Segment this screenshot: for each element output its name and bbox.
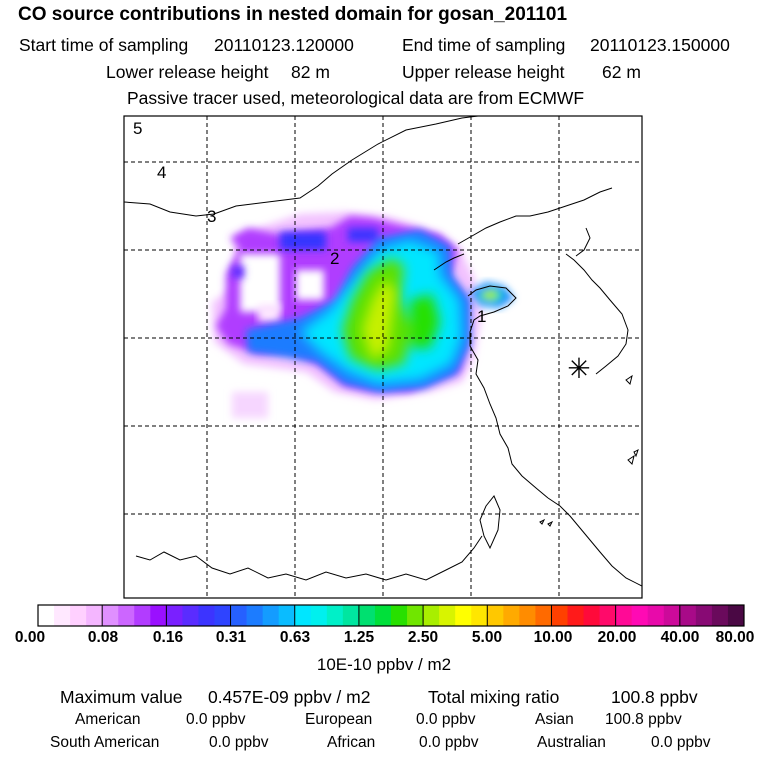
colorbar-swatch — [567, 605, 585, 626]
colorbar-swatch — [487, 605, 504, 626]
colorbar-swatch — [278, 605, 296, 626]
total-mixing-value: 100.8 ppbv — [611, 687, 698, 707]
region-value: 0.0 ppbv — [186, 711, 246, 728]
colorbar-swatch — [599, 605, 617, 626]
upper-release-value: 62 m — [602, 62, 641, 82]
colorbar-swatch — [102, 605, 119, 626]
region-name: American — [75, 711, 141, 728]
tracer-note: Passive tracer used, meteorological data… — [127, 88, 585, 108]
region-value: 100.8 ppbv — [605, 711, 682, 728]
colorbar-swatch — [407, 605, 424, 626]
colorbar-swatch — [711, 605, 729, 626]
colorbar-tick-label: 80.00 — [715, 629, 755, 646]
colorbar-swatch — [679, 605, 697, 626]
colorbar-swatch — [583, 605, 601, 626]
colorbar-swatch — [150, 605, 167, 626]
region-name: African — [327, 734, 376, 751]
colorbar-swatch — [631, 605, 649, 626]
colorbar-swatch — [326, 605, 344, 626]
colorbar-swatch — [647, 605, 665, 626]
colorbar-swatch — [615, 605, 633, 626]
colorbar-tick-label: 40.00 — [660, 629, 700, 646]
colorbar-border — [37, 604, 745, 627]
receptor-marker-icon: ✳ — [567, 352, 590, 385]
colorbar-swatch — [262, 605, 280, 626]
colorbar-swatch — [374, 605, 392, 626]
colorbar-tick-label: 0.00 — [14, 629, 46, 646]
contour-label-4: 4 — [157, 163, 166, 182]
contour-label-5: 5 — [133, 119, 142, 138]
colorbar-swatch — [455, 605, 472, 626]
upper-release-label: Upper release height — [402, 62, 565, 82]
contour-label-3: 3 — [207, 207, 216, 226]
region-value: 0.0 ppbv — [416, 711, 476, 728]
region-name: Australian — [537, 734, 606, 751]
colorbar-swatch — [134, 605, 151, 626]
region-name: Asian — [535, 711, 574, 728]
end-time-value: 20110123.150000 — [590, 35, 730, 55]
colorbar-swatch — [294, 605, 312, 626]
colorbar-tick-label: 5.00 — [471, 629, 503, 646]
max-value: 0.457E-09 ppbv / m2 — [208, 687, 371, 707]
contour-label-2: 2 — [330, 249, 339, 268]
end-time-label: End time of sampling — [402, 35, 566, 55]
plot-title: CO source contributions in nested domain… — [18, 4, 568, 25]
colorbar-swatch — [519, 605, 536, 626]
colorbar-swatch — [727, 605, 745, 626]
region-value: 0.0 ppbv — [419, 734, 479, 751]
plume-field — [212, 212, 514, 418]
colorbar — [37, 604, 745, 627]
max-value-label: Maximum value — [60, 687, 183, 707]
contour-labels: 5 4 3 2 1 — [133, 119, 486, 326]
colorbar-tick-label: 2.50 — [407, 629, 439, 646]
colorbar-tick-label: 0.16 — [152, 629, 184, 646]
colorbar-swatch — [471, 605, 488, 626]
colorbar-swatch — [663, 605, 681, 626]
colorbar-tick-label: 0.31 — [215, 629, 247, 646]
colorbar-swatch — [214, 605, 232, 626]
colorbar-swatch — [535, 605, 552, 626]
colorbar-swatch — [118, 605, 135, 626]
region-value: 0.0 ppbv — [651, 734, 711, 751]
lower-release-label: Lower release height — [106, 62, 269, 82]
colorbar-swatch — [358, 605, 376, 626]
colorbar-tick-label: 10.00 — [533, 629, 573, 646]
plume-yellow — [362, 280, 396, 360]
colorbar-swatch — [230, 605, 248, 626]
colorbar-tick-label: 0.63 — [279, 629, 311, 646]
colorbar-swatch — [503, 605, 520, 626]
colorbar-swatch — [439, 605, 456, 626]
graticule — [124, 116, 642, 598]
colorbar-tick-label: 0.08 — [87, 629, 119, 646]
total-mixing-label: Total mixing ratio — [428, 687, 560, 707]
colorbar-swatch — [310, 605, 328, 626]
region-name: South American — [50, 734, 160, 751]
colorbar-swatch — [695, 605, 713, 626]
colorbar-swatch — [38, 605, 55, 626]
colorbar-swatch — [70, 605, 87, 626]
colorbar-swatch — [423, 605, 440, 626]
region-name: European — [305, 711, 373, 728]
colorbar-swatch — [342, 605, 360, 626]
colorbar-swatch — [182, 605, 199, 626]
region-value: 0.0 ppbv — [209, 734, 269, 751]
lower-release-value: 82 m — [291, 62, 330, 82]
start-time-label: Start time of sampling — [19, 35, 189, 55]
colorbar-swatch — [391, 605, 408, 626]
colorbar-swatch — [166, 605, 183, 626]
coastlines — [124, 116, 642, 587]
colorbar-swatch — [246, 605, 264, 626]
plume-white-gaps — [240, 254, 324, 322]
colorbar-swatch — [198, 605, 215, 626]
contour-label-1: 1 — [477, 307, 486, 326]
colorbar-tick-label: 1.25 — [343, 629, 375, 646]
colorbar-units: 10E-10 ppbv / m2 — [316, 655, 452, 674]
colorbar-swatch — [54, 605, 71, 626]
colorbar-swatch — [551, 605, 568, 626]
colorbar-swatch — [86, 605, 103, 626]
colorbar-tick-label: 20.00 — [597, 629, 637, 646]
map-frame — [123, 115, 643, 599]
start-time-value: 20110123.120000 — [214, 35, 354, 55]
